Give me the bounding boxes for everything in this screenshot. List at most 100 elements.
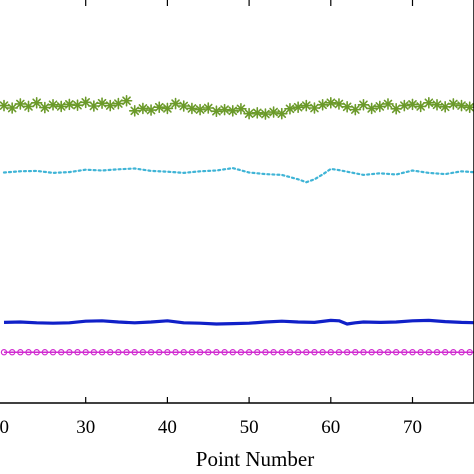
data-point — [79, 96, 92, 109]
data-point — [213, 349, 220, 356]
data-point — [147, 349, 155, 356]
data-point — [406, 98, 419, 111]
data-point — [316, 98, 329, 111]
data-point — [384, 349, 392, 356]
data-point — [107, 349, 114, 356]
data-point — [360, 349, 367, 356]
data-point — [180, 349, 187, 356]
data-point — [96, 97, 108, 109]
series-blue-solid — [3, 318, 474, 326]
data-point — [123, 349, 130, 356]
data-point — [161, 102, 174, 115]
data-point — [63, 98, 76, 111]
data-point — [294, 349, 302, 356]
data-point — [423, 96, 435, 109]
data-point — [259, 108, 272, 120]
x-tick-label: 40 — [158, 417, 177, 438]
data-point — [455, 99, 468, 112]
data-point — [374, 100, 386, 113]
data-point — [226, 105, 239, 117]
data-point — [335, 349, 343, 356]
data-point — [311, 349, 318, 356]
data-point — [414, 100, 427, 113]
data-point — [88, 100, 100, 112]
data-point — [153, 101, 166, 113]
data-point — [235, 103, 247, 115]
data-point — [8, 349, 16, 356]
data-point — [0, 99, 10, 112]
data-point — [169, 97, 182, 110]
data-point — [55, 100, 67, 113]
series-line — [3, 318, 474, 326]
data-point — [82, 349, 89, 356]
data-point — [300, 99, 313, 112]
data-point — [66, 349, 73, 356]
data-point — [245, 349, 253, 356]
data-point — [0, 349, 8, 356]
data-point — [139, 349, 147, 356]
plot-frame — [0, 0, 474, 404]
data-point — [17, 349, 24, 356]
data-point — [341, 100, 353, 113]
data-point — [390, 103, 402, 115]
data-point — [221, 349, 228, 356]
data-point — [47, 98, 59, 111]
data-point — [349, 103, 362, 116]
data-point — [398, 99, 411, 112]
data-point — [431, 98, 443, 111]
data-point — [188, 349, 196, 356]
data-point — [401, 349, 408, 356]
data-point — [303, 349, 310, 356]
data-point — [22, 100, 35, 113]
series-layer — [0, 94, 474, 356]
data-point — [392, 349, 400, 356]
data-point — [324, 96, 337, 109]
data-point — [194, 103, 206, 116]
data-point — [14, 98, 27, 110]
data-point — [450, 349, 457, 356]
data-point — [357, 98, 370, 111]
data-point — [292, 101, 304, 113]
data-point — [466, 349, 473, 356]
data-point — [343, 349, 351, 356]
data-point — [218, 103, 231, 116]
data-point — [441, 349, 449, 356]
data-point — [90, 349, 98, 356]
data-point — [447, 98, 460, 110]
x-axis: 20 30 40 50 60 70 — [0, 0, 422, 438]
data-point — [365, 102, 378, 115]
data-point — [278, 349, 285, 356]
series-line — [2, 166, 474, 184]
data-point — [376, 349, 384, 356]
data-point — [270, 349, 277, 356]
data-point — [210, 105, 223, 118]
data-point — [333, 98, 345, 110]
data-point — [439, 100, 451, 113]
data-point — [275, 107, 288, 120]
data-point — [433, 349, 441, 356]
data-point — [352, 349, 359, 356]
data-point — [128, 105, 141, 117]
data-point — [196, 349, 204, 356]
data-point — [30, 96, 43, 109]
data-point — [463, 101, 474, 113]
data-point — [382, 98, 394, 110]
data-point — [49, 349, 57, 356]
data-point — [327, 349, 334, 356]
data-point — [319, 349, 326, 356]
data-point — [417, 349, 424, 356]
series-magenta-circle-markers — [0, 349, 474, 356]
data-point — [74, 349, 81, 356]
data-point — [229, 349, 236, 356]
data-point — [286, 349, 294, 356]
x-tick-label: 60 — [321, 417, 340, 438]
data-point — [458, 349, 465, 356]
data-point — [104, 99, 117, 112]
data-point — [25, 349, 32, 356]
data-point — [120, 94, 133, 107]
data-point — [254, 349, 261, 356]
x-tick-label: 30 — [76, 417, 95, 438]
data-point — [262, 349, 269, 356]
data-point — [368, 349, 375, 356]
data-point — [243, 107, 255, 120]
